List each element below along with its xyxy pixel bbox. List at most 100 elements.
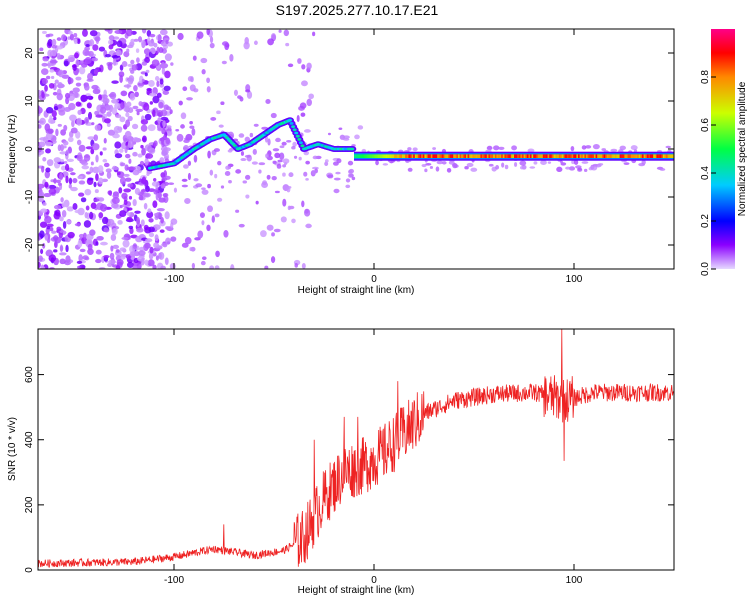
noise-blob [165, 237, 171, 245]
noise-blob [43, 193, 52, 198]
noise-blob [186, 97, 193, 101]
noise-blob [105, 168, 112, 173]
halo-blob [488, 163, 494, 167]
noise-blob [84, 56, 92, 65]
halo-blob [597, 163, 604, 166]
halo-blob [272, 148, 280, 152]
noise-blob [111, 197, 120, 204]
halo-blob [421, 163, 427, 168]
noise-blob [39, 137, 47, 141]
noise-blob [146, 210, 154, 219]
noise-blob [189, 247, 193, 252]
noise-blob [114, 29, 123, 34]
noise-blob [159, 229, 165, 233]
noise-blob [141, 147, 146, 156]
noise-blob [59, 172, 64, 181]
noise-blob [80, 94, 88, 102]
noise-blob [287, 205, 291, 211]
noise-blob [129, 251, 137, 257]
noise-blob [78, 180, 86, 185]
noise-blob [99, 203, 108, 212]
noise-blob [47, 38, 53, 47]
noise-blob [89, 30, 98, 37]
steady-line-core [603, 154, 606, 158]
noise-blob [148, 188, 156, 193]
noise-blob [111, 107, 118, 115]
noise-blob [184, 237, 192, 245]
halo-blob [157, 127, 163, 132]
noise-blob [267, 138, 271, 146]
noise-blob [144, 113, 152, 121]
halo-blob [281, 141, 287, 146]
noise-blob [267, 38, 274, 46]
noise-blob [41, 78, 49, 85]
steady-line-core [613, 154, 615, 158]
noise-blob [76, 117, 83, 126]
noise-blob [41, 68, 49, 76]
noise-blob [127, 207, 133, 211]
halo-blob [573, 159, 579, 165]
noise-blob [53, 106, 59, 111]
steady-line-core [414, 154, 417, 158]
noise-blob [108, 44, 114, 50]
halo-blob [351, 176, 356, 181]
noise-blob [201, 256, 207, 260]
halo-blob [407, 147, 412, 151]
steady-line-core [366, 154, 369, 158]
steady-line-core [488, 154, 491, 158]
noise-blob [125, 177, 132, 182]
steady-line-core [582, 154, 585, 158]
noise-blob [132, 137, 139, 142]
steady-line-core [434, 154, 436, 158]
halo-blob [583, 168, 588, 172]
noise-blob [66, 158, 74, 163]
noise-blob [111, 98, 119, 104]
noise-blob [217, 197, 223, 202]
halo-blob [348, 173, 354, 178]
halo-blob [348, 170, 352, 174]
noise-blob [76, 154, 83, 162]
noise-blob [38, 183, 45, 189]
noise-blob [93, 69, 99, 75]
signal-inner [292, 128, 297, 132]
noise-blob [123, 173, 130, 177]
steady-line-core [589, 154, 591, 158]
noise-blob [169, 263, 176, 269]
noise-blob [164, 53, 172, 62]
noise-blob [46, 226, 51, 230]
noise-blob [101, 255, 105, 263]
steady-line-core [667, 154, 670, 158]
top-y-tick-label: 10 [24, 95, 35, 107]
halo-blob [382, 163, 389, 166]
halo-blob [324, 159, 329, 163]
steady-line-core [643, 154, 646, 158]
noise-blob [141, 29, 147, 34]
steady-line-core [584, 154, 587, 158]
noise-blob [44, 170, 51, 179]
steady-line-core [389, 154, 391, 158]
noise-blob [57, 123, 62, 127]
noise-blob [140, 257, 145, 266]
noise-blob [66, 206, 74, 212]
signal-inner [297, 138, 302, 141]
noise-blob [56, 92, 63, 101]
steady-line-core [426, 154, 428, 158]
steady-line-core [523, 154, 526, 158]
noise-blob [102, 147, 107, 151]
noise-blob [161, 243, 167, 247]
noise-blob [120, 256, 126, 260]
top-x-axis-label: Height of straight line (km) [298, 285, 415, 296]
noise-blob [140, 119, 149, 125]
noise-blob [70, 127, 78, 134]
noise-blob [132, 243, 138, 250]
bottom-y-tick-label: 600 [24, 366, 35, 383]
noise-blob [201, 220, 205, 226]
noise-blob [135, 48, 140, 53]
halo-blob [187, 160, 192, 166]
halo-blob [511, 145, 517, 151]
steady-line-core [365, 154, 367, 158]
top-y-tick-label: -20 [24, 237, 35, 252]
noise-blob [140, 178, 147, 184]
noise-blob [162, 120, 166, 128]
steady-line-core [422, 154, 425, 158]
